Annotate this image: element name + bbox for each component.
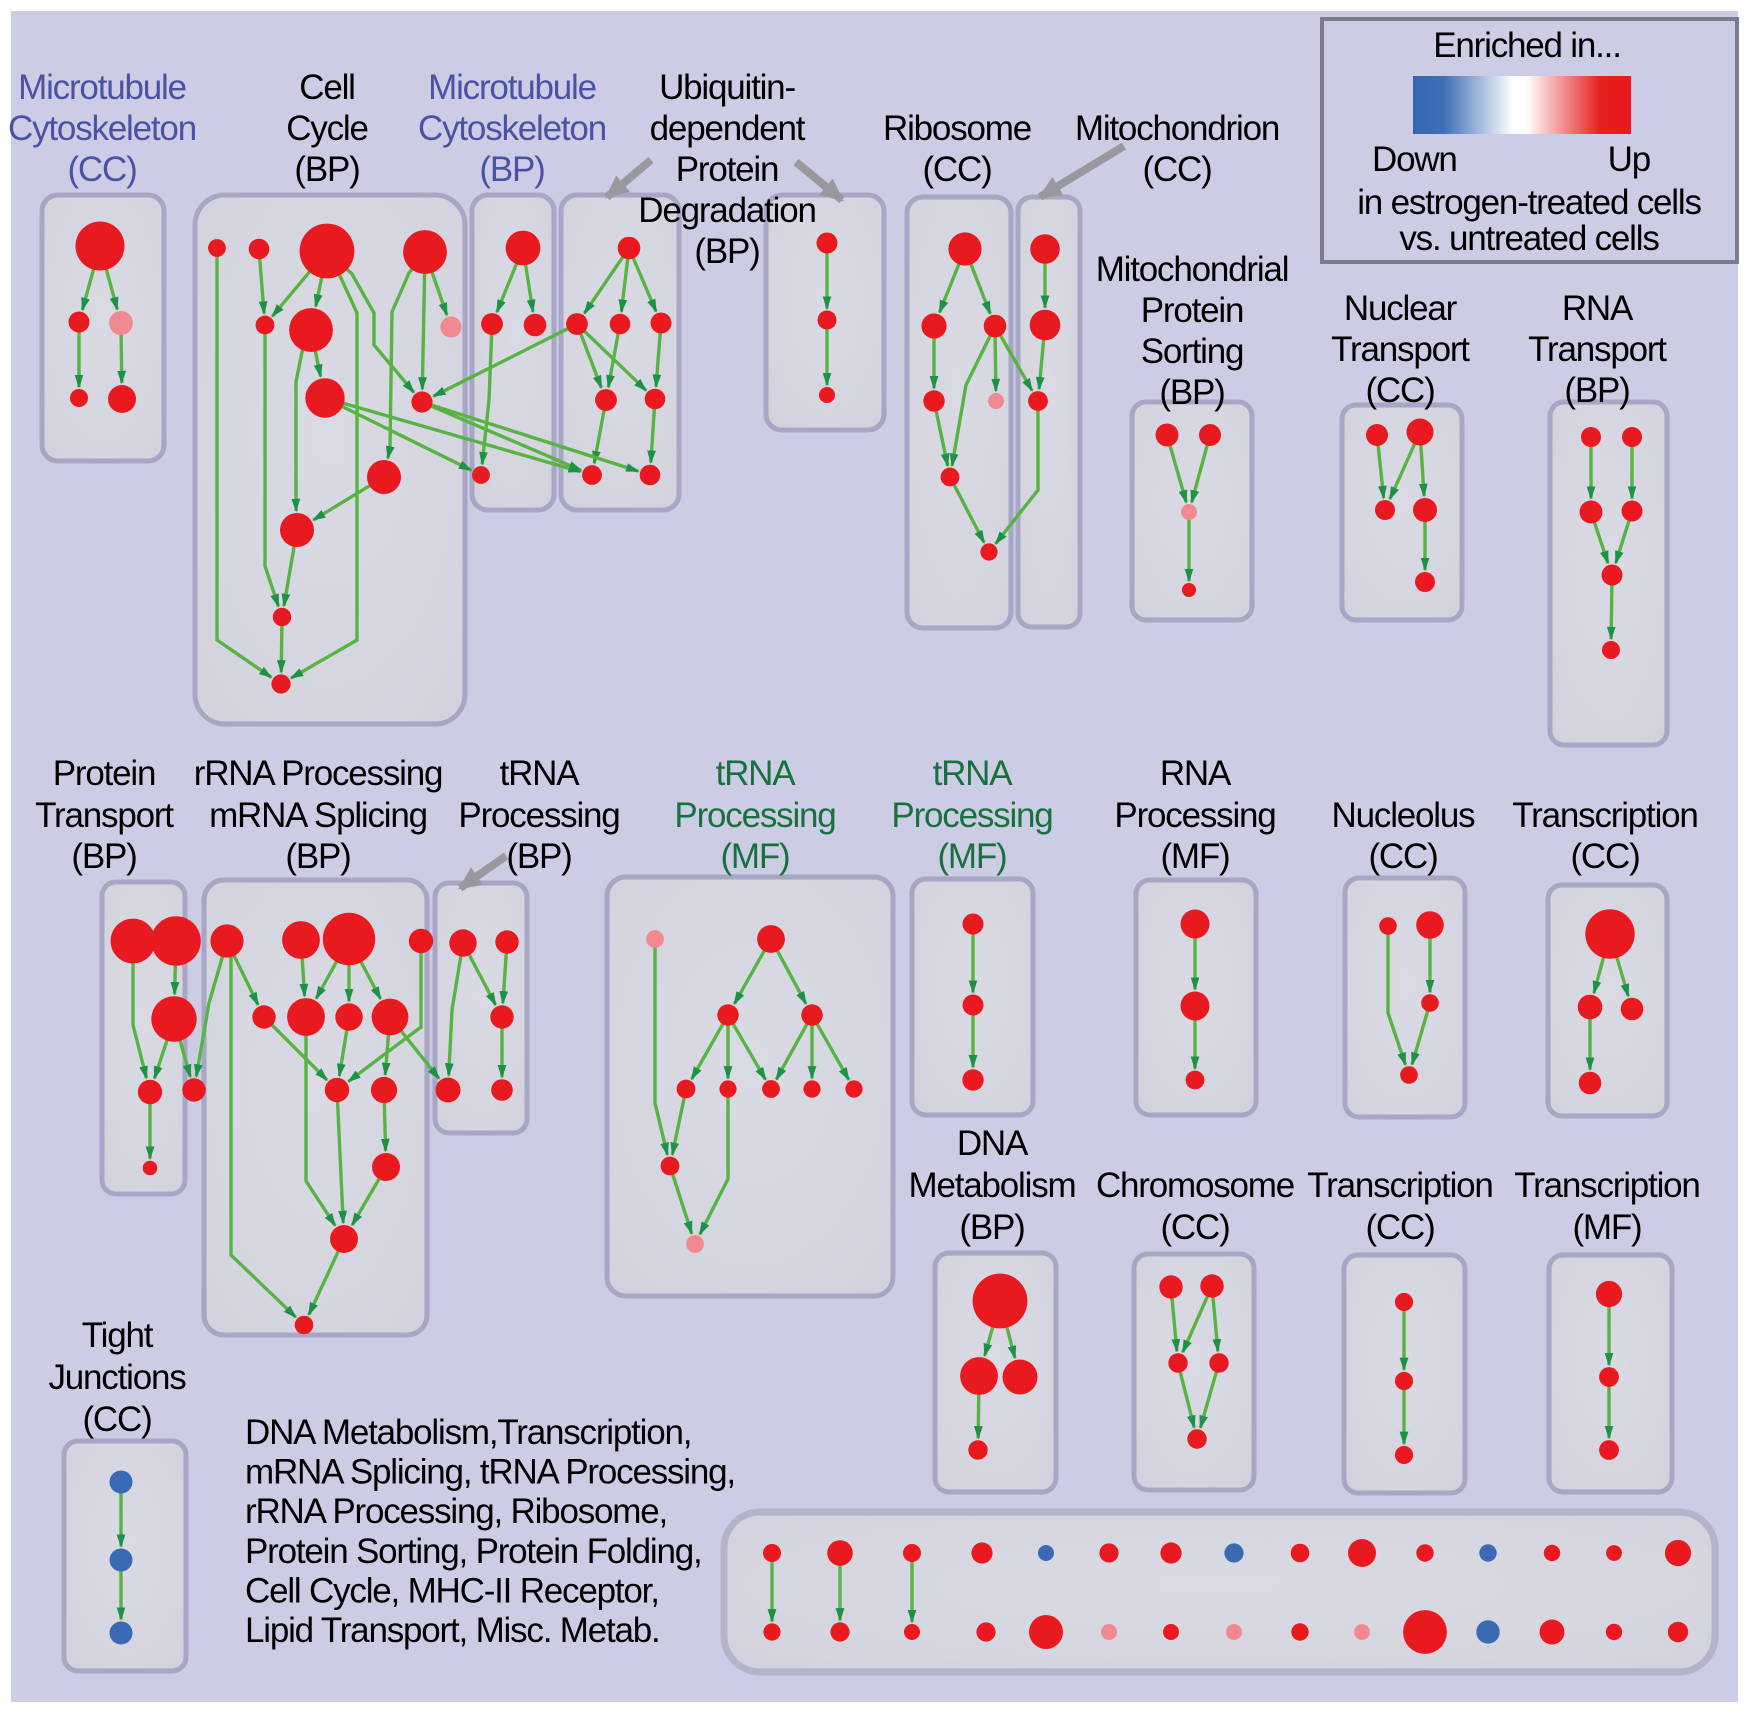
svg-text:Processing: Processing — [891, 796, 1052, 835]
svg-text:RNA: RNA — [1562, 289, 1634, 328]
svg-text:Transcription: Transcription — [1512, 796, 1697, 835]
svg-text:tRNA: tRNA — [500, 754, 581, 793]
svg-text:Transport: Transport — [1331, 330, 1470, 369]
svg-text:Up: Up — [1608, 140, 1650, 179]
svg-text:Microtubule: Microtubule — [18, 68, 186, 107]
svg-text:(BP): (BP) — [285, 837, 350, 876]
svg-text:vs. untreated cells: vs. untreated cells — [1399, 219, 1659, 258]
svg-text:(BP): (BP) — [1564, 371, 1629, 410]
svg-text:(BP): (BP) — [71, 837, 136, 876]
svg-text:Mitochondrion: Mitochondrion — [1075, 109, 1279, 148]
svg-text:Sorting: Sorting — [1141, 332, 1244, 371]
svg-text:Down: Down — [1372, 140, 1457, 179]
svg-text:Transcription: Transcription — [1514, 1166, 1699, 1205]
svg-text:RNA: RNA — [1160, 754, 1232, 793]
svg-text:Transport: Transport — [35, 796, 174, 835]
svg-text:(CC): (CC) — [1570, 837, 1639, 876]
svg-text:Protein: Protein — [53, 754, 156, 793]
svg-text:Metabolism: Metabolism — [909, 1166, 1076, 1205]
svg-text:Cycle: Cycle — [286, 109, 368, 148]
svg-text:Nuclear: Nuclear — [1344, 289, 1458, 328]
svg-text:(BP): (BP) — [479, 150, 544, 189]
svg-text:(BP): (BP) — [1159, 373, 1224, 412]
svg-text:Protein: Protein — [676, 150, 779, 189]
svg-text:Transcription: Transcription — [1307, 1166, 1492, 1205]
svg-text:Transport: Transport — [1528, 330, 1667, 369]
svg-text:(CC): (CC) — [922, 150, 991, 189]
svg-text:Mitochondrial: Mitochondrial — [1096, 250, 1289, 289]
svg-text:(MF): (MF) — [720, 837, 789, 876]
svg-text:(CC): (CC) — [1368, 837, 1437, 876]
svg-text:Processing: Processing — [1114, 796, 1275, 835]
svg-text:Tight: Tight — [82, 1316, 154, 1355]
svg-text:Lipid Transport, Misc. Metab.: Lipid Transport, Misc. Metab. — [245, 1611, 660, 1650]
svg-text:(BP): (BP) — [694, 232, 759, 271]
svg-text:Cytoskeleton: Cytoskeleton — [8, 109, 196, 148]
svg-text:Chromosome: Chromosome — [1096, 1166, 1294, 1205]
svg-text:rRNA Processing, Ribosome,: rRNA Processing, Ribosome, — [245, 1492, 667, 1531]
svg-text:Processing: Processing — [674, 796, 835, 835]
svg-text:Cytoskeleton: Cytoskeleton — [418, 109, 606, 148]
svg-text:(CC): (CC) — [1365, 1208, 1434, 1247]
svg-text:Degradation: Degradation — [638, 191, 816, 230]
svg-text:tRNA: tRNA — [716, 754, 797, 793]
svg-text:mRNA Splicing, tRNA Processing: mRNA Splicing, tRNA Processing, — [245, 1453, 735, 1492]
svg-text:Cell: Cell — [299, 68, 355, 107]
svg-text:rRNA Processing: rRNA Processing — [194, 754, 442, 793]
svg-text:Nucleolus: Nucleolus — [1332, 796, 1476, 835]
svg-text:(MF): (MF) — [937, 837, 1006, 876]
svg-text:Enriched in...: Enriched in... — [1433, 26, 1620, 65]
svg-text:Cell Cycle, MHC-II Receptor,: Cell Cycle, MHC-II Receptor, — [245, 1571, 659, 1610]
svg-text:(MF): (MF) — [1572, 1208, 1641, 1247]
svg-text:(CC): (CC) — [1160, 1208, 1229, 1247]
svg-text:Microtubule: Microtubule — [428, 68, 596, 107]
svg-text:DNA Metabolism,Transcription,: DNA Metabolism,Transcription, — [245, 1413, 691, 1452]
svg-text:dependent: dependent — [650, 109, 806, 148]
svg-text:(MF): (MF) — [1160, 837, 1229, 876]
svg-text:(BP): (BP) — [959, 1208, 1024, 1247]
svg-text:mRNA Splicing: mRNA Splicing — [209, 796, 427, 835]
svg-text:(BP): (BP) — [294, 150, 359, 189]
svg-text:(CC): (CC) — [1142, 150, 1211, 189]
svg-text:Junctions: Junctions — [48, 1358, 186, 1397]
svg-text:Ubiquitin-: Ubiquitin- — [659, 68, 795, 107]
svg-text:Protein: Protein — [1141, 291, 1244, 330]
svg-text:in estrogen-treated cells: in estrogen-treated cells — [1357, 183, 1701, 222]
svg-text:(CC): (CC) — [67, 150, 136, 189]
svg-text:(CC): (CC) — [1365, 371, 1434, 410]
svg-text:(CC): (CC) — [82, 1400, 151, 1439]
svg-text:Processing: Processing — [458, 796, 619, 835]
svg-text:(BP): (BP) — [506, 837, 571, 876]
svg-text:Ribosome: Ribosome — [883, 109, 1031, 148]
svg-text:tRNA: tRNA — [933, 754, 1014, 793]
svg-text:DNA: DNA — [957, 1124, 1029, 1163]
svg-text:Protein Sorting, Protein Foldi: Protein Sorting, Protein Folding, — [245, 1532, 702, 1571]
